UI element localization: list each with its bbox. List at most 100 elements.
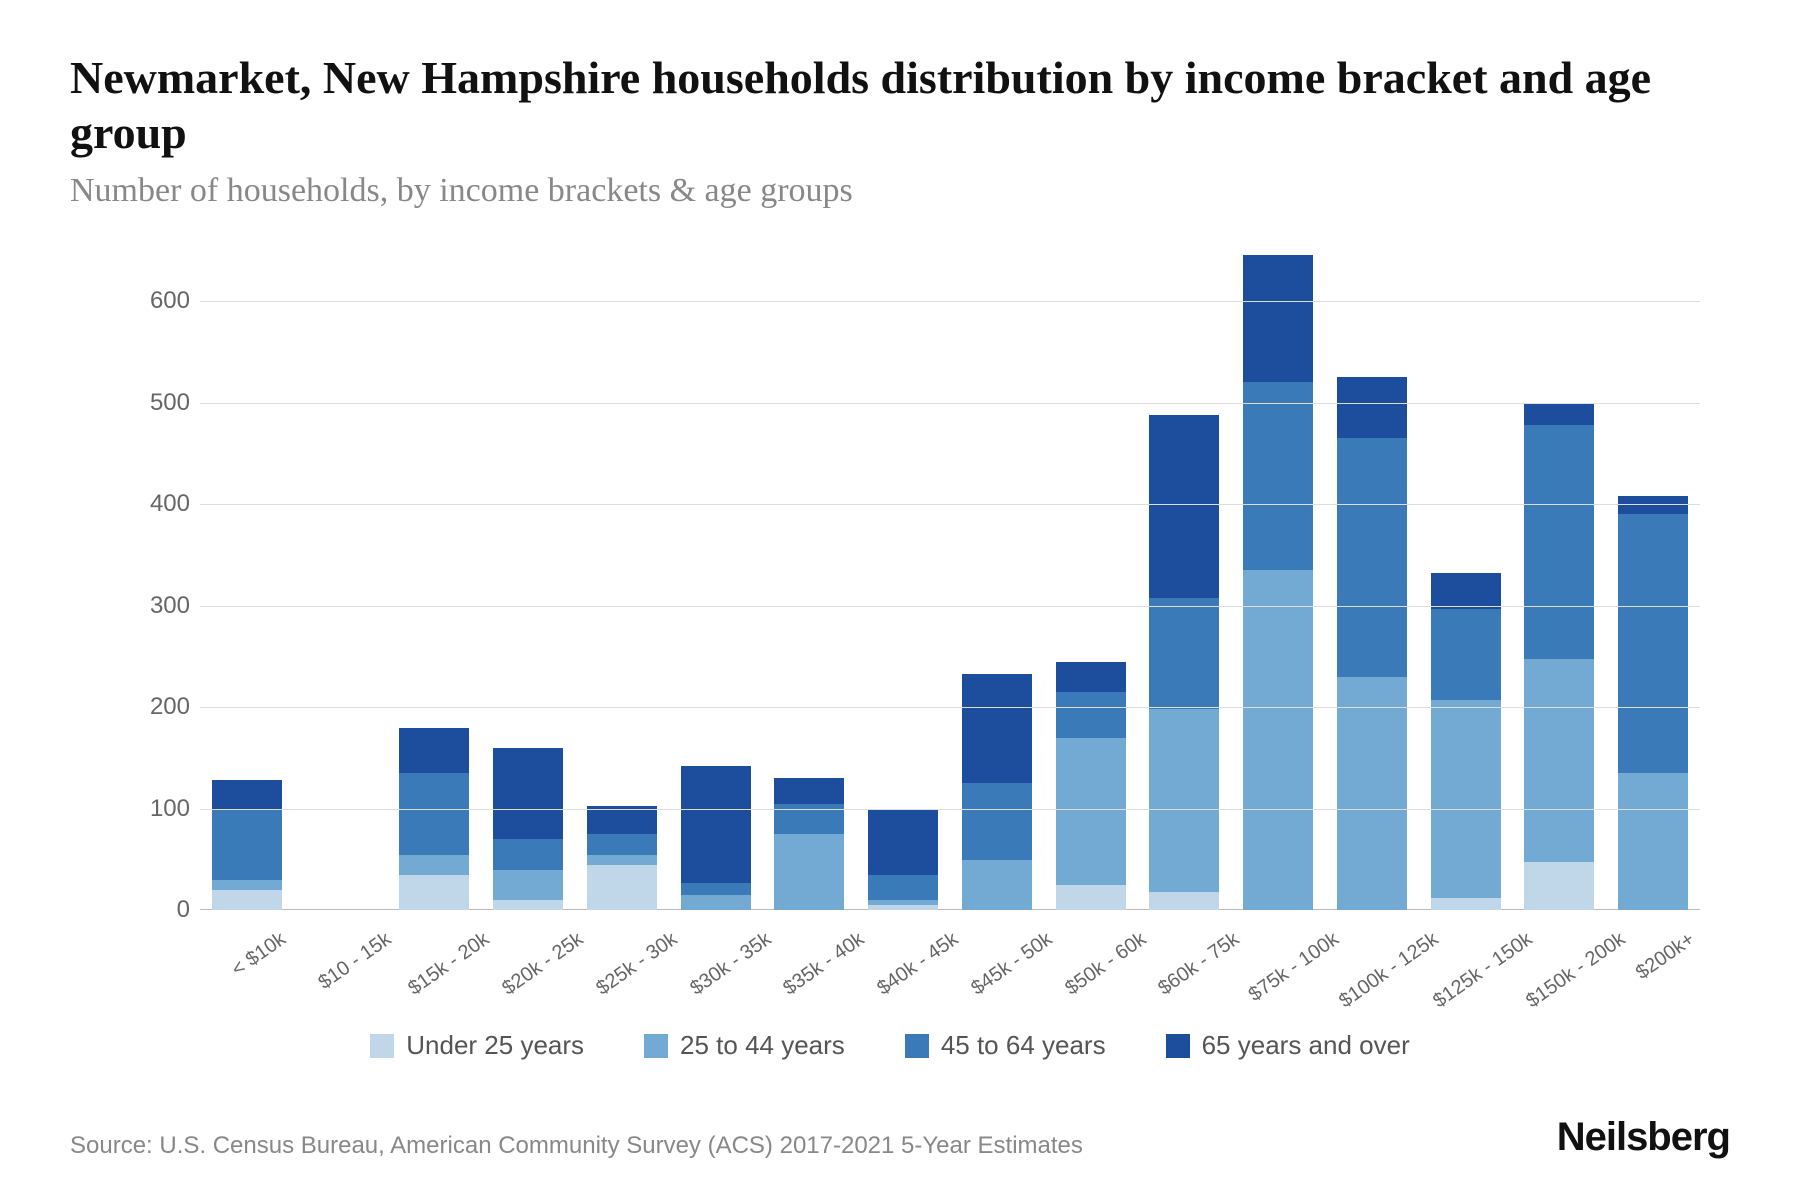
- x-tick-label: $15k - 20k: [388, 918, 482, 1008]
- bar-column: [1606, 250, 1700, 910]
- bar-segment: [1431, 609, 1501, 700]
- legend-label: 45 to 64 years: [941, 1030, 1106, 1061]
- x-tick-label: $35k - 40k: [763, 918, 857, 1008]
- x-tick-label: < $10k: [200, 918, 294, 1008]
- plot-area: [200, 250, 1700, 910]
- legend-label: 65 years and over: [1202, 1030, 1410, 1061]
- gridline: [200, 707, 1700, 708]
- legend-label: Under 25 years: [406, 1030, 584, 1061]
- y-tick-label: 100: [90, 795, 190, 823]
- y-tick-label: 400: [90, 490, 190, 518]
- bar-segment: [1524, 659, 1594, 862]
- y-tick-label: 500: [90, 389, 190, 417]
- bar-segment: [212, 890, 282, 910]
- bar-stack: [681, 766, 751, 910]
- x-tick-label: $25k - 30k: [575, 918, 669, 1008]
- bar-column: [1325, 250, 1419, 910]
- legend-item: 45 to 64 years: [905, 1030, 1106, 1061]
- bar-segment: [1243, 382, 1313, 570]
- bar-column: [1513, 250, 1607, 910]
- legend-item: Under 25 years: [370, 1030, 584, 1061]
- bar-segment: [493, 900, 563, 910]
- x-tick-label: $150k - 200k: [1513, 918, 1607, 1008]
- bar-stack: [493, 748, 563, 910]
- gridline: [200, 301, 1700, 302]
- bars-container: [200, 250, 1700, 910]
- bar-segment: [493, 870, 563, 900]
- bar-segment: [587, 834, 657, 854]
- bar-segment: [493, 839, 563, 869]
- bar-segment: [868, 809, 938, 875]
- bar-stack: [1524, 403, 1594, 911]
- x-tick-label: $30k - 35k: [669, 918, 763, 1008]
- x-tick-label: $200k+: [1606, 918, 1700, 1008]
- bar-stack: [962, 674, 1032, 911]
- bar-stack: [1243, 255, 1313, 910]
- bar-segment: [493, 748, 563, 839]
- x-tick-label: $60k - 75k: [1138, 918, 1232, 1008]
- bar-segment: [399, 728, 469, 774]
- bar-segment: [774, 834, 844, 910]
- bar-stack: [1149, 415, 1219, 910]
- x-tick-label: $100k - 125k: [1325, 918, 1419, 1008]
- bar-stack: [868, 809, 938, 911]
- bar-segment: [1524, 403, 1594, 425]
- legend-swatch: [644, 1034, 668, 1058]
- bar-segment: [774, 778, 844, 803]
- x-tick-label: $45k - 50k: [950, 918, 1044, 1008]
- bar-column: [950, 250, 1044, 910]
- bar-segment: [681, 883, 751, 895]
- bar-segment: [1431, 898, 1501, 910]
- chart-area: < $10k$10 - 15k$15k - 20k$20k - 25k$25k …: [70, 250, 1710, 1010]
- legend-swatch: [905, 1034, 929, 1058]
- bar-segment: [868, 875, 938, 900]
- bar-segment: [681, 766, 751, 883]
- bar-column: [1044, 250, 1138, 910]
- x-tick-label: $50k - 60k: [1044, 918, 1138, 1008]
- legend-swatch: [370, 1034, 394, 1058]
- y-tick-label: 300: [90, 592, 190, 620]
- bar-stack: [1056, 662, 1126, 911]
- bar-stack: [212, 780, 282, 910]
- bar-segment: [1149, 709, 1219, 892]
- legend-label: 25 to 44 years: [680, 1030, 845, 1061]
- bar-segment: [1337, 438, 1407, 677]
- legend: Under 25 years 25 to 44 years 45 to 64 yea…: [70, 1030, 1710, 1061]
- bar-segment: [399, 875, 469, 911]
- source-text: Source: U.S. Census Bureau, American Com…: [70, 1132, 1083, 1160]
- bar-segment: [1431, 700, 1501, 898]
- bar-segment: [1337, 677, 1407, 911]
- legend-swatch: [1166, 1034, 1190, 1058]
- bar-stack: [399, 728, 469, 911]
- bar-segment: [1056, 885, 1126, 910]
- x-tick-label: $125k - 150k: [1419, 918, 1513, 1008]
- bar-segment: [868, 905, 938, 910]
- bar-column: [669, 250, 763, 910]
- x-axis-labels: < $10k$10 - 15k$15k - 20k$20k - 25k$25k …: [200, 918, 1700, 1008]
- y-tick-label: 600: [90, 287, 190, 315]
- bar-segment: [962, 674, 1032, 784]
- y-tick-label: 200: [90, 693, 190, 721]
- bar-segment: [399, 855, 469, 875]
- bar-segment: [587, 806, 657, 834]
- bar-segment: [399, 773, 469, 854]
- brand-logo: Neilsberg: [1557, 1115, 1730, 1160]
- x-tick-label: $20k - 25k: [481, 918, 575, 1008]
- bar-column: [294, 250, 388, 910]
- bar-segment: [1149, 892, 1219, 910]
- bar-segment: [1056, 662, 1126, 692]
- gridline: [200, 606, 1700, 607]
- bar-column: [388, 250, 482, 910]
- bar-segment: [1243, 570, 1313, 910]
- x-tick-label: $10 - 15k: [294, 918, 388, 1008]
- y-tick-label: 0: [90, 896, 190, 924]
- bar-segment: [1431, 573, 1501, 609]
- bar-segment: [1056, 692, 1126, 738]
- gridline: [200, 504, 1700, 505]
- bar-segment: [587, 855, 657, 865]
- bar-segment: [962, 783, 1032, 859]
- gridline: [200, 403, 1700, 404]
- bar-stack: [1618, 496, 1688, 910]
- bar-segment: [1524, 425, 1594, 659]
- bar-column: [1419, 250, 1513, 910]
